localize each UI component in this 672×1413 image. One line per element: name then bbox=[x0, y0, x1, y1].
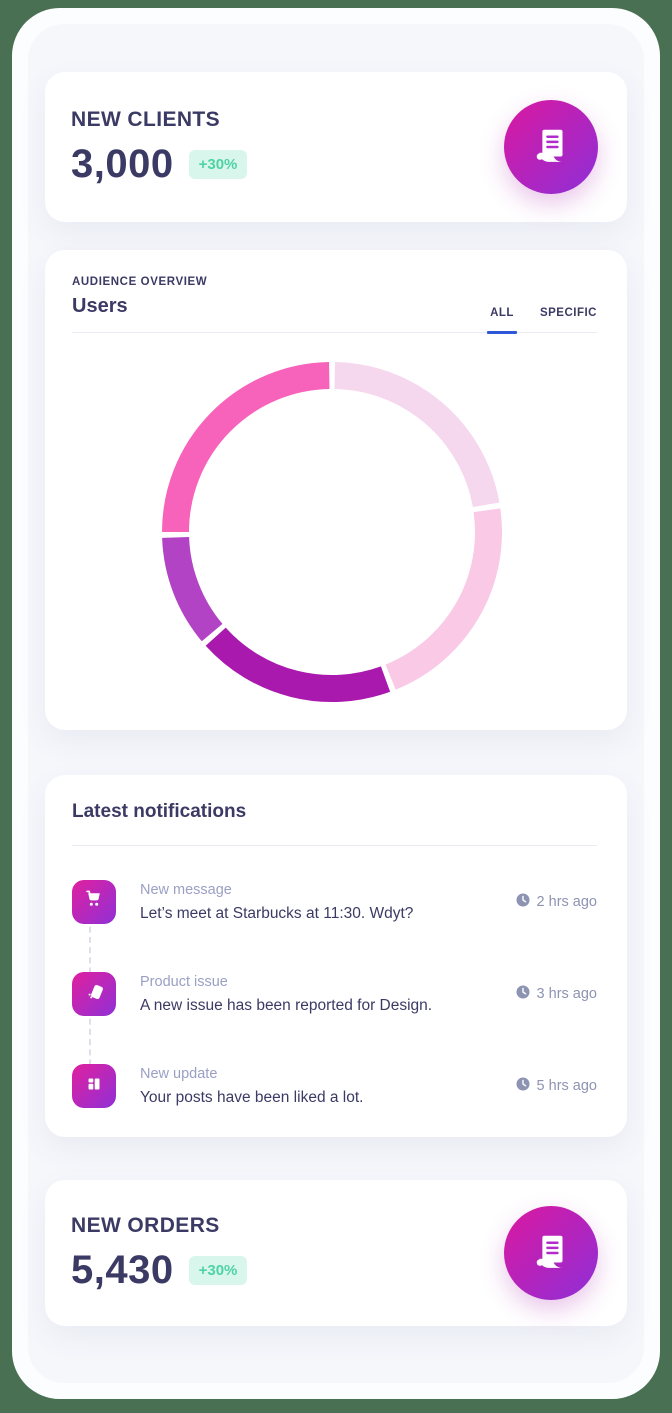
clock-icon bbox=[516, 1077, 530, 1095]
donut-segment-3 bbox=[205, 627, 391, 702]
receipt-icon bbox=[528, 123, 574, 172]
clients-report-button[interactable] bbox=[504, 100, 598, 194]
cart-icon bbox=[82, 888, 106, 917]
notification-item[interactable]: Product issue A new issue has been repor… bbox=[72, 972, 597, 1016]
new-orders-value: 5,430 bbox=[71, 1247, 174, 1292]
receipt-icon bbox=[528, 1229, 574, 1278]
notification-icon-tile bbox=[72, 1064, 116, 1108]
app-panel: NEW CLIENTS 3,000 +30% bbox=[28, 24, 644, 1383]
tab-specific[interactable]: SPECIFIC bbox=[540, 307, 597, 332]
notification-title: New update bbox=[140, 1065, 218, 1082]
notification-body: Your posts have been liked a lot. bbox=[140, 1088, 364, 1106]
notification-body: A new issue has been reported for Design… bbox=[140, 996, 433, 1014]
notification-icon-tile bbox=[72, 880, 116, 924]
notification-item[interactable]: New update Your posts have been liked a … bbox=[72, 1064, 597, 1108]
notification-title: New message bbox=[140, 881, 232, 898]
notification-body: Let’s meet at Starbucks at 11:30. Wdyt? bbox=[140, 904, 414, 922]
audience-tabs: ALL SPECIFIC bbox=[487, 307, 597, 334]
notification-item[interactable]: New message Let’s meet at Starbucks at 1… bbox=[72, 880, 597, 924]
donut-segment-5 bbox=[162, 362, 330, 533]
donut-segment-2 bbox=[385, 508, 502, 690]
new-orders-title: NEW ORDERS bbox=[71, 1213, 220, 1237]
notification-icon-tile bbox=[72, 972, 116, 1016]
new-orders-stat: NEW ORDERS 5,430 +30% bbox=[71, 1213, 248, 1293]
clock-icon bbox=[516, 893, 530, 911]
grid-icon bbox=[82, 1072, 106, 1101]
growth-badge: +30% bbox=[188, 1255, 248, 1285]
device-frame: NEW CLIENTS 3,000 +30% bbox=[12, 8, 660, 1399]
notification-timestamp: 2 hrs ago bbox=[536, 894, 597, 910]
audience-title: Users bbox=[72, 295, 128, 317]
donut-segment-4 bbox=[162, 536, 223, 642]
audience-donut-chart bbox=[162, 362, 502, 702]
audience-header: AUDIENCE OVERVIEW Users ALL SPECIFIC bbox=[72, 276, 597, 334]
tab-all[interactable]: ALL bbox=[487, 307, 517, 334]
orders-report-button[interactable] bbox=[504, 1206, 598, 1300]
audience-overview-card: AUDIENCE OVERVIEW Users ALL SPECIFIC bbox=[45, 250, 627, 730]
new-clients-stat: NEW CLIENTS 3,000 +30% bbox=[71, 107, 248, 187]
new-orders-card: NEW ORDERS 5,430 +30% bbox=[45, 1180, 627, 1326]
audience-section-label: AUDIENCE OVERVIEW bbox=[72, 276, 208, 288]
note-icon bbox=[82, 980, 106, 1009]
notification-timestamp: 3 hrs ago bbox=[536, 986, 597, 1002]
new-clients-value: 3,000 bbox=[71, 141, 174, 186]
notifications-title: Latest notifications bbox=[72, 801, 597, 846]
notification-timestamp: 5 hrs ago bbox=[536, 1078, 597, 1094]
growth-badge: +30% bbox=[188, 149, 248, 179]
new-clients-title: NEW CLIENTS bbox=[71, 107, 221, 131]
notifications-list: New message Let’s meet at Starbucks at 1… bbox=[72, 846, 597, 1108]
notifications-card: Latest notifications bbox=[45, 775, 627, 1137]
new-clients-card: NEW CLIENTS 3,000 +30% bbox=[45, 72, 627, 222]
clock-icon bbox=[516, 985, 530, 1003]
donut-segment-1 bbox=[334, 362, 500, 508]
notification-title: Product issue bbox=[140, 973, 228, 990]
